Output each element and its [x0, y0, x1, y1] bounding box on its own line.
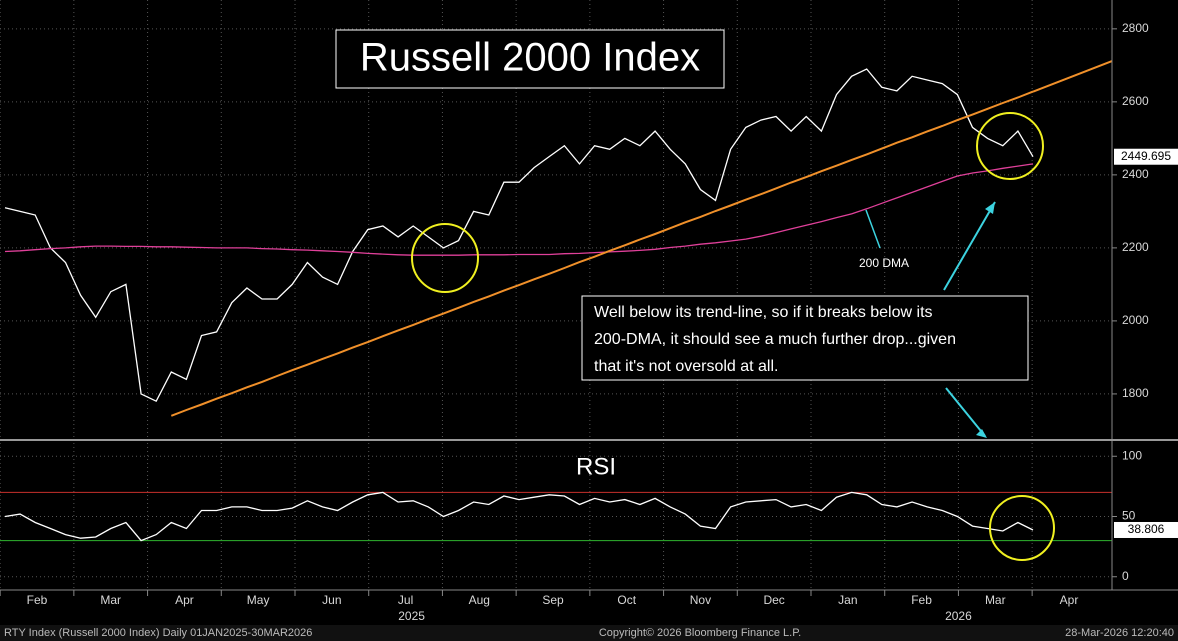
- x-tick-label: Jul: [398, 593, 413, 607]
- series-line: [4, 163, 1034, 256]
- arrow-head: [976, 429, 987, 438]
- last-value-tag: [1114, 148, 1178, 165]
- x-tick-label: Apr: [175, 593, 194, 607]
- annotation-box: [581, 295, 1029, 381]
- annotation-line: that it's not oversold at all.: [594, 358, 778, 375]
- dma-label: 200 DMA: [859, 256, 909, 270]
- y-tick-label: 2400: [1122, 167, 1149, 181]
- series-line: [4, 491, 1034, 542]
- y-tick-label: 2800: [1122, 21, 1149, 35]
- x-tick-label: Feb: [27, 593, 48, 607]
- trend-extension: [1032, 60, 1113, 93]
- y-tick-label: 50: [1122, 509, 1136, 523]
- last-value-label: 38.806: [1128, 522, 1165, 536]
- arrow: [945, 387, 986, 437]
- x-tick-label: Dec: [763, 593, 784, 607]
- highlight-circle: [976, 112, 1044, 180]
- y-tick-label: 0: [1122, 569, 1129, 583]
- last-value-label: 2449.695: [1121, 149, 1171, 163]
- footer-center: Copyright© 2026 Bloomberg Finance L.P.: [599, 627, 801, 639]
- arrow: [943, 201, 996, 291]
- x-tick-label: Jun: [322, 593, 341, 607]
- y-tick-label: 1800: [1122, 386, 1149, 400]
- y-tick-label: 2200: [1122, 240, 1149, 254]
- y-tick-label: 2600: [1122, 94, 1149, 108]
- x-tick-label: Mar: [100, 593, 121, 607]
- x-tick-label: Apr: [1060, 593, 1079, 607]
- x-tick-label: May: [247, 593, 270, 607]
- rsi-title: RSI: [576, 453, 616, 480]
- year-label: 2025: [398, 609, 425, 623]
- series-line: [170, 90, 1034, 417]
- x-tick-label: Oct: [617, 593, 636, 607]
- highlight-circle: [989, 495, 1055, 561]
- x-tick-label: Nov: [690, 593, 711, 607]
- footer-left: RTY Index (Russell 2000 Index) Daily 01J…: [4, 627, 312, 639]
- axis: Feb Mar Apr May Jun Jul Aug Sep Oct Nov Dec Jan Feb M…: [0, 21, 1178, 623]
- marks: [0, 60, 1113, 542]
- highlight-circle: [411, 223, 479, 293]
- y-tick-label: 2000: [1122, 313, 1149, 327]
- x-tick-label: Sep: [542, 593, 564, 607]
- last-value-tag: [1114, 521, 1178, 538]
- annotation-line: 200-DMA, it should see a much further dr…: [594, 331, 956, 348]
- y-tick-label: 100: [1122, 448, 1142, 462]
- x-tick-label: Jan: [838, 593, 857, 607]
- footer-bar: [0, 625, 1178, 641]
- year-label: 2026: [945, 609, 972, 623]
- arrow-head: [985, 202, 995, 214]
- annotation-line: Well below its trend-line, so if it brea…: [594, 304, 933, 321]
- series-line: [4, 68, 1034, 403]
- x-tick-label: Aug: [469, 593, 490, 607]
- chart-title: Russell 2000 Index: [360, 36, 700, 80]
- x-tick-label: Mar: [985, 593, 1006, 607]
- footer-right: 28-Mar-2026 12:20:40: [1065, 627, 1174, 639]
- x-tick-label: Feb: [911, 593, 932, 607]
- dma-arrow: [865, 209, 881, 249]
- title-box: [335, 29, 725, 89]
